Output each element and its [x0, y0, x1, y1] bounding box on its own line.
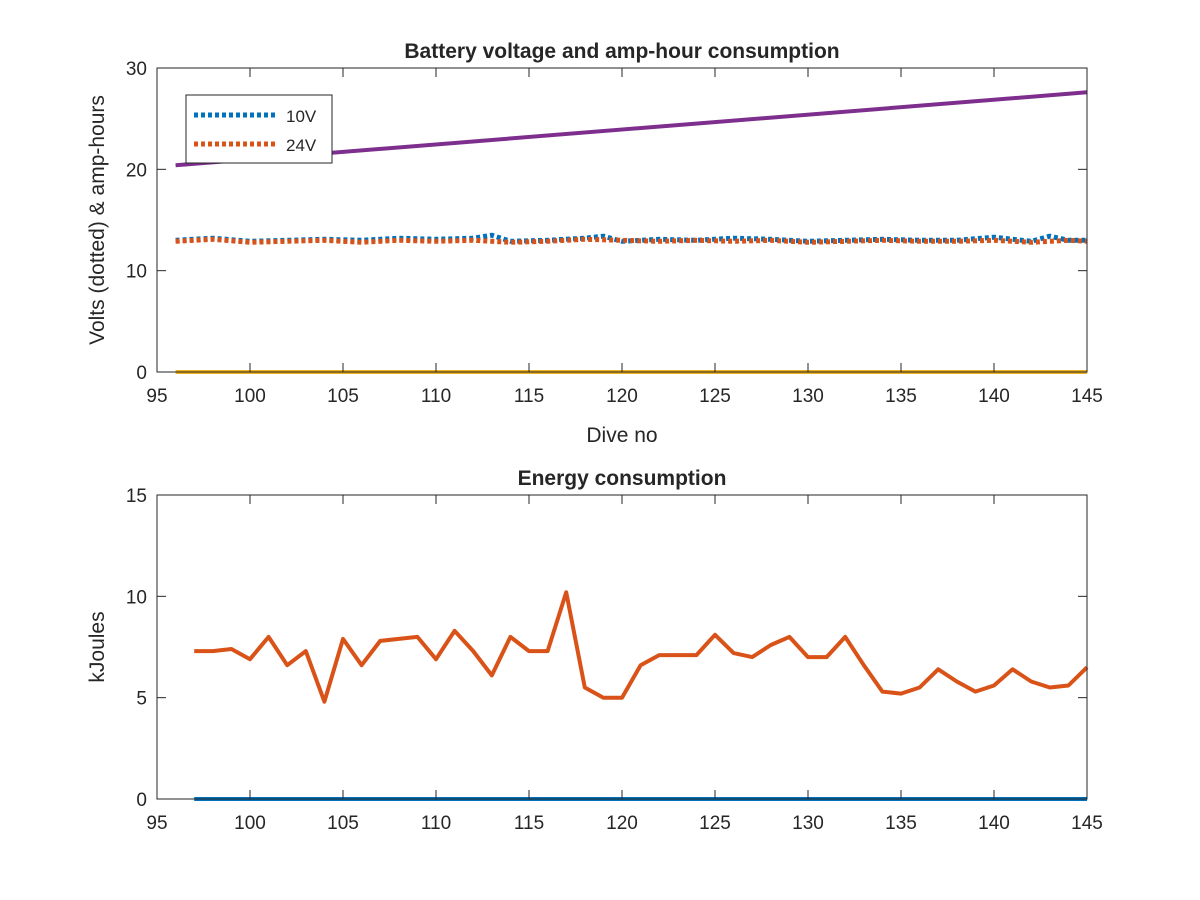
y-tick-label: 0: [136, 790, 147, 811]
x-tick-label: 110: [421, 813, 451, 834]
x-tick-label: 140: [978, 813, 1010, 834]
legend-entry-24v: 24V: [286, 136, 317, 155]
y-axis-label: Volts (dotted) & amp-hours: [86, 95, 109, 345]
x-tick-label: 145: [1071, 813, 1103, 834]
tick-group: 95 100 105 110 115 120 125 130 135 140 145 0 5 10 15: [126, 486, 1103, 834]
x-tick-label: 120: [606, 813, 638, 834]
x-tick-label: 125: [699, 386, 731, 407]
x-tick-label: 130: [792, 813, 824, 834]
tick-group: 95 100 105 110 115 120 125 130 135 140 145 0 10 20 30: [126, 59, 1103, 407]
x-tick-label: 140: [978, 386, 1010, 407]
series-line-0: [194, 590, 1089, 704]
x-tick-label: 95: [146, 386, 167, 407]
x-tick-label: 110: [421, 386, 451, 407]
x-tick-label: 130: [792, 386, 824, 407]
x-tick-label: 120: [606, 386, 638, 407]
legend-box: [185, 94, 333, 164]
y-tick-label: 0: [136, 363, 147, 384]
legend-entry-10v: 10V: [286, 107, 317, 126]
y-tick-label: 20: [126, 160, 147, 181]
y-tick-label: 30: [126, 59, 147, 80]
chart-title: Energy consumption: [518, 467, 727, 490]
x-tick-label: 95: [146, 813, 167, 834]
energy-consumption-chart: 95 100 105 110 115 120 125 130 135 140 145 0 5 10 15 E…: [86, 467, 1103, 834]
x-tick-label: 105: [327, 813, 359, 834]
series-line-24v: [175, 236, 1088, 245]
x-axis-label: Dive no: [586, 424, 657, 447]
y-tick-label: 10: [126, 587, 147, 608]
x-tick-label: 105: [327, 386, 359, 407]
chart-title: Battery voltage and amp-hour consumption: [404, 40, 839, 63]
series-line-10v: [175, 232, 1087, 244]
y-tick-label: 10: [126, 262, 147, 283]
x-tick-label: 115: [514, 386, 544, 407]
x-tick-label: 100: [234, 813, 266, 834]
y-tick-label: 5: [136, 689, 147, 710]
x-tick-label: 125: [699, 813, 731, 834]
x-tick-label: 145: [1071, 386, 1103, 407]
x-tick-label: 135: [885, 813, 917, 834]
y-axis-label: kJoules: [86, 611, 109, 682]
x-tick-label: 100: [234, 386, 266, 407]
x-tick-label: 135: [885, 386, 917, 407]
y-tick-label: 15: [126, 486, 147, 507]
x-tick-label: 115: [514, 813, 544, 834]
battery-voltage-chart: 95 100 105 110 115 120 125 130 135 140 1450102030 …: [86, 40, 1103, 447]
legend: 10V 24V: [185, 94, 333, 164]
plot-area: [157, 495, 1087, 799]
